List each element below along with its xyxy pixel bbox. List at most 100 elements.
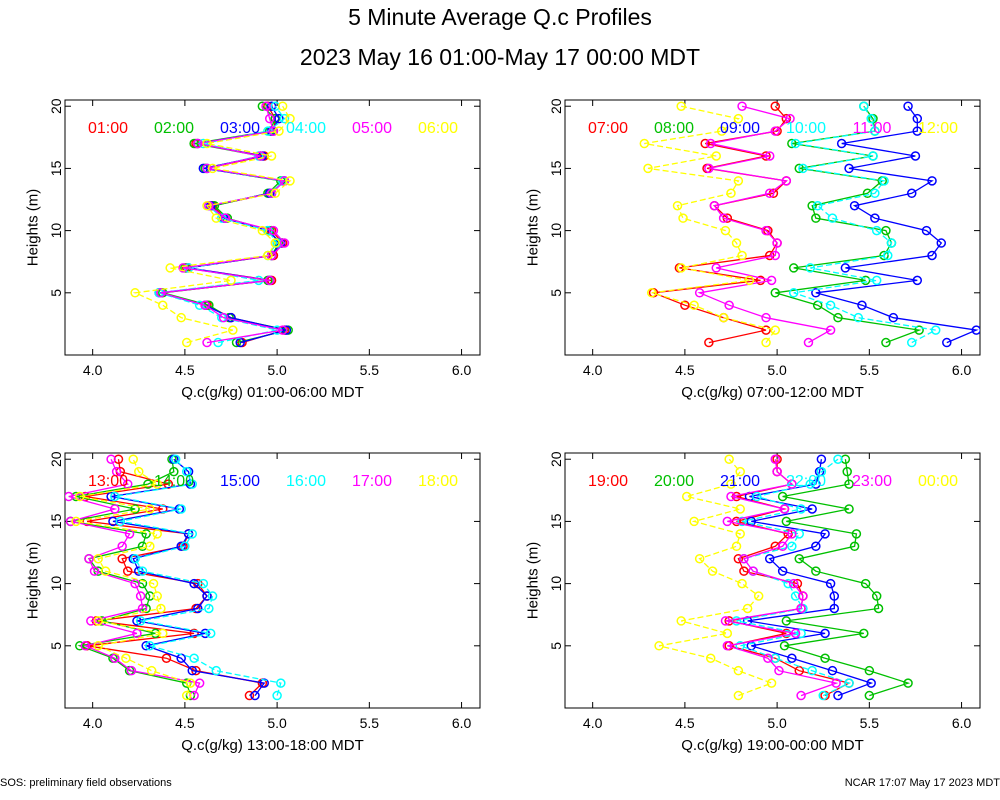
data-point [805,479,816,489]
y-tick-label: 10 [48,223,64,239]
data-point [255,151,266,161]
data-point [853,312,864,323]
data-point [726,479,736,489]
data-point [130,553,140,564]
data-point [110,504,120,514]
series-1500 [106,454,269,701]
y-tick-label: 10 [48,576,64,592]
data-point [829,591,840,601]
data-point [844,479,854,489]
series-line [697,105,833,344]
series-line [162,105,289,344]
data-point [733,690,744,701]
data-point [927,176,937,186]
data-point [264,275,275,286]
data-point [903,678,913,688]
data-point [141,529,151,539]
data-point [274,126,284,136]
series-2300 [720,454,841,701]
data-point [787,541,797,552]
data-point [244,690,255,701]
plot-frame [64,99,481,356]
data-point [840,263,851,273]
footer-note: SOS: preliminary field observations [0,777,172,789]
data-point [207,163,218,174]
y-axis-label: Heights (m) [25,542,42,620]
data-point [971,325,980,335]
data-point [871,225,882,236]
data-point [881,337,891,348]
data-point [75,491,85,502]
data-point [805,263,816,273]
data-point [866,113,876,124]
data-point [270,238,281,248]
data-point [189,653,199,663]
data-point [720,225,731,236]
data-point [788,263,799,273]
data-point [907,188,917,199]
data-point [868,151,878,161]
series-0600 [130,101,295,348]
data-point [106,454,116,464]
data-point [833,454,843,464]
y-tick-label: 5 [548,642,564,650]
data-point [787,529,797,539]
data-point [844,504,854,514]
data-point [764,151,775,161]
y-tick-label: 15 [48,513,64,529]
plot-area [639,101,980,348]
data-point [737,578,747,589]
data-point [761,151,771,161]
data-point [117,541,127,552]
data-point [180,541,190,552]
series-1200 [639,101,781,348]
legend-label: 00:00 [918,473,958,490]
data-point [811,566,821,576]
data-point [261,101,271,111]
data-point [193,603,203,614]
data-point [870,188,880,199]
x-tick-label: 4.5 [175,715,195,731]
data-point [825,578,836,589]
data-point [84,553,94,564]
data-point [851,529,862,539]
data-point [676,263,686,273]
data-point [807,200,817,211]
data-point [864,690,875,701]
data-point [122,566,133,576]
data-point [152,479,162,489]
legend-label: 02:00 [154,120,194,137]
legend-label: 14:00 [154,473,194,490]
data-point [156,603,166,614]
data-point [89,566,100,576]
plot-area [654,454,913,701]
data-point [733,176,744,186]
data-point [770,250,781,261]
data-point [226,275,236,286]
data-point [110,491,120,502]
data-point [761,312,771,323]
data-point [193,138,203,149]
data-point [770,454,781,464]
page-title: 5 Minute Average Q.c Profiles [348,4,652,30]
data-point [134,466,144,477]
plot-frame [564,452,981,709]
series-1000 [788,101,941,348]
x-tick-label: 4.0 [583,715,603,731]
data-point [883,250,893,261]
series-line [114,458,282,696]
data-point [726,188,736,199]
data-point [770,288,781,298]
data-point [93,616,103,626]
data-point [731,541,742,552]
data-point [879,176,889,186]
data-point [879,250,889,261]
data-point [781,516,792,527]
legend-label: 16:00 [286,473,326,490]
legend-label: 21:00 [720,473,760,490]
data-point [700,138,710,149]
data-point [859,628,869,639]
data-point [277,101,288,111]
data-point [807,665,817,676]
plot-frame [564,99,981,356]
